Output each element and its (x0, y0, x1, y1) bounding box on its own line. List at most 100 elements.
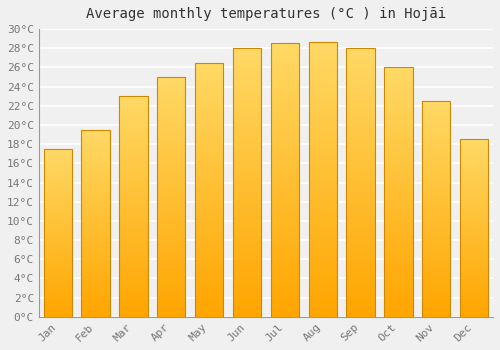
Bar (82, 282, 110, 284)
Bar (44, 218, 72, 220)
Bar (308, 104, 337, 107)
Bar (119, 242, 148, 245)
Bar (308, 289, 337, 293)
Bar (460, 162, 488, 164)
Bar (346, 75, 375, 78)
Bar (346, 297, 375, 300)
Bar (346, 216, 375, 219)
Bar (119, 107, 148, 110)
Bar (270, 303, 299, 307)
Bar (346, 182, 375, 186)
Bar (119, 311, 148, 314)
Bar (270, 208, 299, 211)
Bar (346, 273, 375, 276)
Bar (119, 190, 148, 193)
Bar (270, 262, 299, 266)
Bar (119, 116, 148, 118)
Bar (460, 308, 488, 310)
Bar (157, 83, 186, 86)
Bar (270, 286, 299, 289)
Bar (82, 167, 110, 169)
Bar (460, 182, 488, 184)
Bar (44, 158, 72, 160)
Bar (422, 255, 450, 258)
Bar (308, 296, 337, 300)
Bar (270, 170, 299, 173)
Bar (308, 52, 337, 55)
Bar (422, 239, 450, 241)
Bar (44, 162, 72, 164)
Bar (460, 212, 488, 215)
Bar (384, 152, 412, 155)
Bar (270, 88, 299, 91)
Bar (346, 72, 375, 75)
Bar (233, 186, 261, 189)
Bar (384, 92, 412, 96)
Bar (422, 225, 450, 228)
Bar (460, 142, 488, 144)
Bar (195, 158, 224, 161)
Bar (195, 279, 224, 282)
Bar (346, 250, 375, 253)
Bar (44, 254, 72, 256)
Bar (44, 239, 72, 241)
Bar (44, 208, 72, 210)
Bar (270, 180, 299, 183)
Bar (157, 77, 186, 80)
Bar (384, 127, 412, 130)
Bar (460, 219, 488, 222)
Bar (384, 304, 412, 307)
Bar (44, 205, 72, 208)
Bar (346, 68, 375, 72)
Bar (82, 235, 110, 237)
Bar (119, 212, 148, 215)
Bar (119, 215, 148, 218)
Bar (82, 130, 110, 132)
Bar (460, 155, 488, 157)
Bar (346, 105, 375, 108)
Bar (270, 293, 299, 296)
Bar (384, 89, 412, 92)
Bar (460, 193, 488, 195)
Bar (384, 96, 412, 99)
Bar (308, 62, 337, 65)
Bar (460, 208, 488, 210)
Bar (346, 314, 375, 317)
Bar (346, 203, 375, 206)
Bar (460, 244, 488, 246)
Bar (119, 201, 148, 204)
Bar (384, 239, 412, 242)
Bar (308, 162, 337, 166)
Bar (308, 97, 337, 100)
Bar (422, 149, 450, 152)
Bar (460, 303, 488, 306)
Bar (44, 201, 72, 203)
Bar (233, 196, 261, 199)
Bar (422, 174, 450, 176)
Bar (119, 118, 148, 121)
Bar (82, 272, 110, 275)
Bar (157, 206, 186, 209)
Bar (384, 74, 412, 77)
Bar (460, 275, 488, 277)
Bar (157, 92, 186, 95)
Bar (422, 295, 450, 298)
Bar (460, 144, 488, 146)
Bar (157, 119, 186, 122)
Bar (308, 114, 337, 117)
Bar (308, 90, 337, 93)
Bar (44, 149, 72, 151)
Bar (308, 155, 337, 159)
Bar (195, 199, 224, 202)
Bar (119, 281, 148, 284)
Bar (308, 48, 337, 52)
Bar (384, 105, 412, 108)
Bar (270, 57, 299, 61)
Bar (308, 183, 337, 186)
Bar (233, 116, 261, 119)
Bar (157, 218, 186, 221)
Bar (44, 302, 72, 304)
Bar (119, 104, 148, 107)
Bar (233, 135, 261, 139)
Bar (157, 299, 186, 302)
